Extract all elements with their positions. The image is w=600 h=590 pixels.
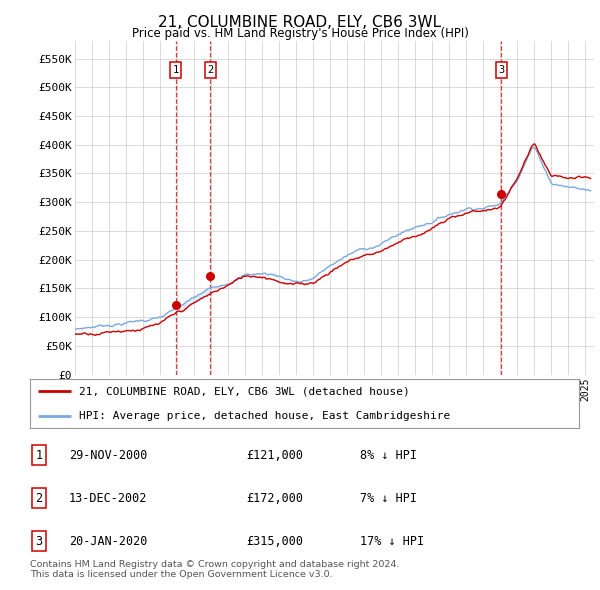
Text: Price paid vs. HM Land Registry's House Price Index (HPI): Price paid vs. HM Land Registry's House … <box>131 27 469 40</box>
Text: 20-JAN-2020: 20-JAN-2020 <box>69 535 148 548</box>
Text: £121,000: £121,000 <box>246 448 303 462</box>
Text: 1: 1 <box>172 65 179 75</box>
Text: Contains HM Land Registry data © Crown copyright and database right 2024.
This d: Contains HM Land Registry data © Crown c… <box>30 560 400 579</box>
Text: 13-DEC-2002: 13-DEC-2002 <box>69 491 148 505</box>
Text: 2: 2 <box>207 65 214 75</box>
Text: 8% ↓ HPI: 8% ↓ HPI <box>360 448 417 462</box>
Text: 1: 1 <box>35 448 43 462</box>
Text: 21, COLUMBINE ROAD, ELY, CB6 3WL: 21, COLUMBINE ROAD, ELY, CB6 3WL <box>158 15 442 30</box>
Text: 21, COLUMBINE ROAD, ELY, CB6 3WL (detached house): 21, COLUMBINE ROAD, ELY, CB6 3WL (detach… <box>79 386 410 396</box>
Text: 2: 2 <box>35 491 43 505</box>
Text: 29-NOV-2000: 29-NOV-2000 <box>69 448 148 462</box>
Text: HPI: Average price, detached house, East Cambridgeshire: HPI: Average price, detached house, East… <box>79 411 451 421</box>
Text: 7% ↓ HPI: 7% ↓ HPI <box>360 491 417 505</box>
Text: 3: 3 <box>35 535 43 548</box>
Text: 3: 3 <box>498 65 505 75</box>
Text: 17% ↓ HPI: 17% ↓ HPI <box>360 535 424 548</box>
Text: £315,000: £315,000 <box>246 535 303 548</box>
Text: £172,000: £172,000 <box>246 491 303 505</box>
